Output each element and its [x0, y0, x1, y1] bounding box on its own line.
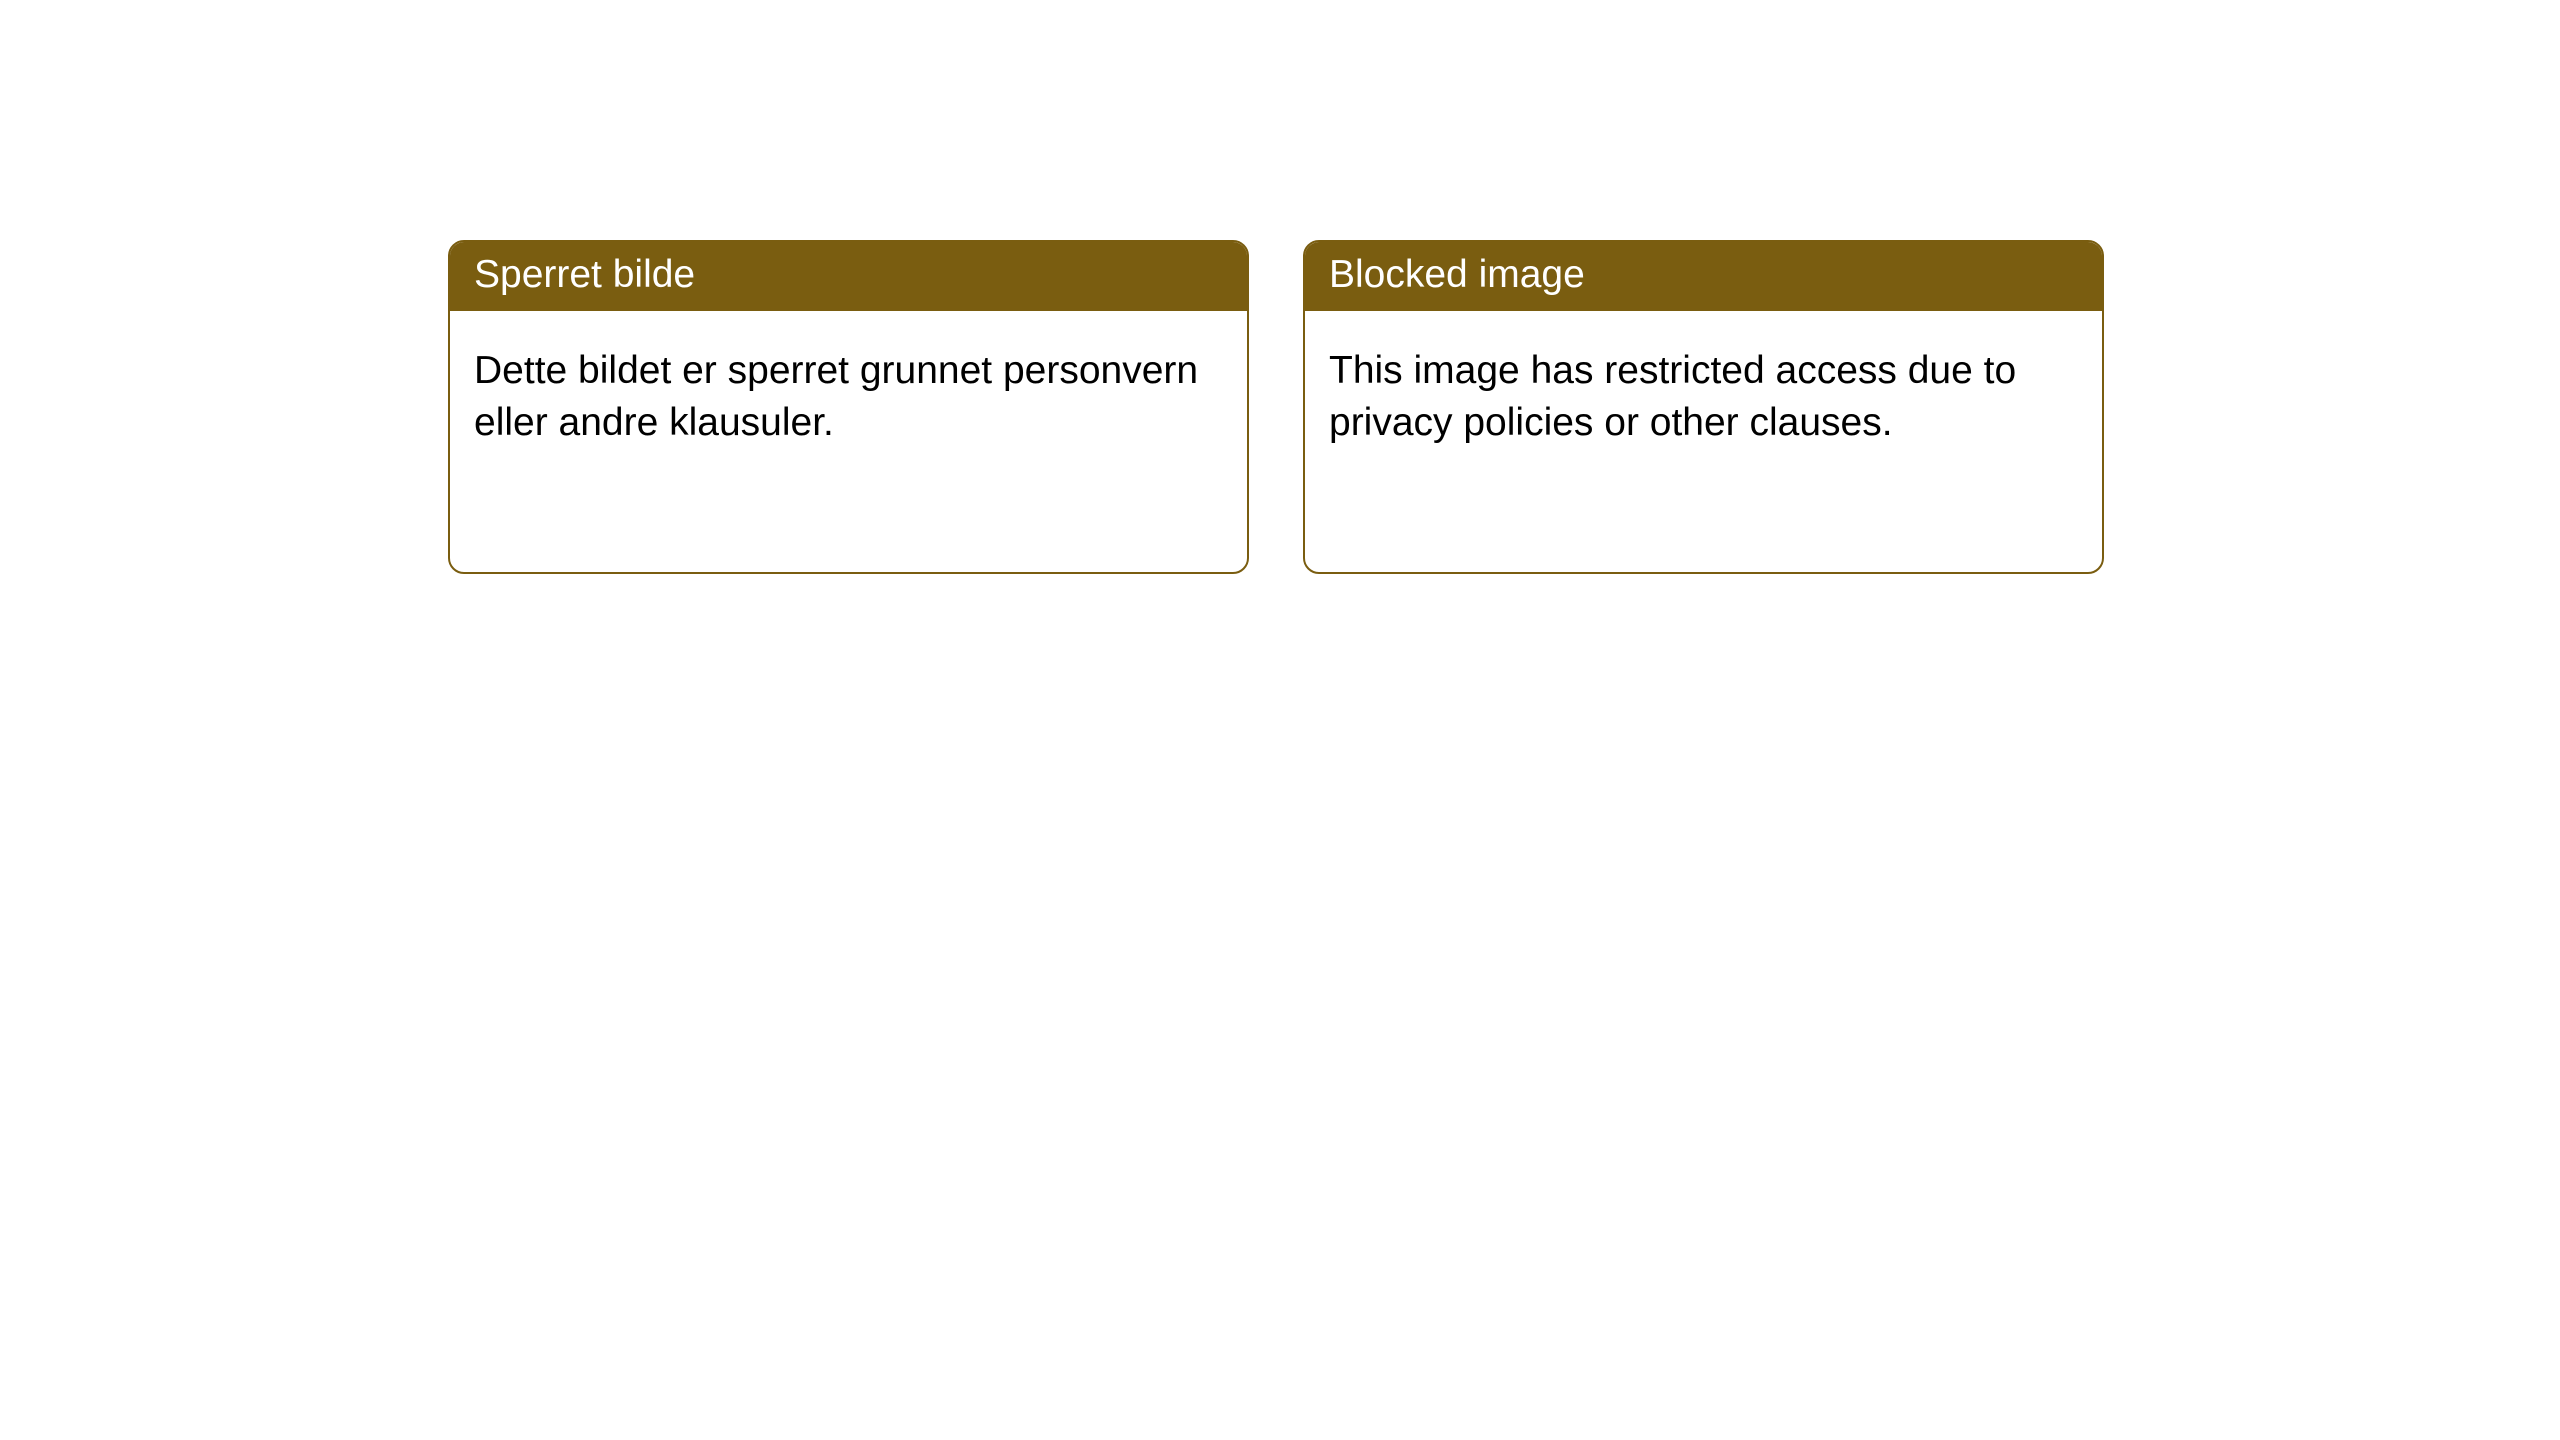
card-header-norwegian: Sperret bilde	[450, 242, 1247, 311]
blocked-image-card-norwegian: Sperret bilde Dette bildet er sperret gr…	[448, 240, 1249, 574]
blocked-image-card-english: Blocked image This image has restricted …	[1303, 240, 2104, 574]
card-body-norwegian: Dette bildet er sperret grunnet personve…	[450, 311, 1247, 474]
card-body-english: This image has restricted access due to …	[1305, 311, 2102, 474]
card-header-english: Blocked image	[1305, 242, 2102, 311]
notice-cards-container: Sperret bilde Dette bildet er sperret gr…	[0, 0, 2560, 574]
